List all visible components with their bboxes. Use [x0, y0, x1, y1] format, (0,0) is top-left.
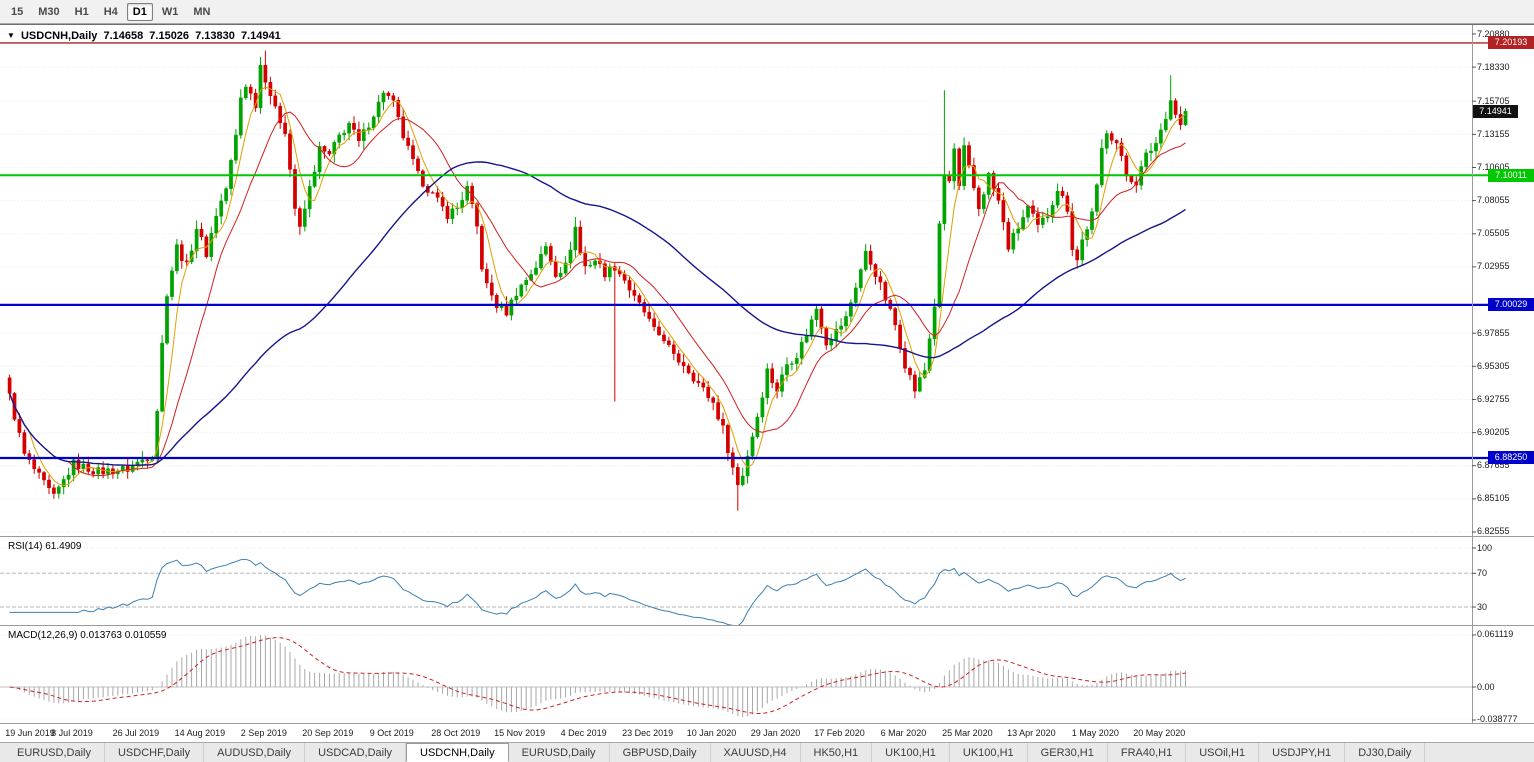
- chart-tab-bar: EURUSD,Daily USDCHF,Daily AUDUSD,Daily USDC…: [0, 742, 1534, 762]
- price-tick-6.90205: 6.90205: [1477, 427, 1510, 438]
- chart-tab-xauusd-h4-7[interactable]: XAUUSD,H4: [711, 743, 801, 762]
- timeframe-button-d1[interactable]: D1: [126, 2, 153, 21]
- timeframe-button-w1[interactable]: W1: [161, 5, 179, 18]
- chart-tab-gbpusd-daily-6[interactable]: GBPUSD,Daily: [610, 743, 711, 762]
- price-tick-6.92755: 6.92755: [1477, 393, 1510, 404]
- support-level-badge-green: 7.10011: [1488, 168, 1534, 182]
- price-tick-7.18330: 7.18330: [1477, 61, 1510, 72]
- date-label-14: 6 Mar 2020: [880, 728, 927, 738]
- chart-tab-usdcnh-daily-4[interactable]: USDCNH,Daily: [406, 743, 509, 762]
- date-label-17: 1 May 2020: [1071, 728, 1119, 738]
- chart-tab-hk50-h1-8[interactable]: HK50,H1: [801, 743, 873, 762]
- chart-tab-usdchf-daily-1[interactable]: USDCHF,Daily: [105, 743, 205, 762]
- date-label-9: 4 Dec 2019: [560, 728, 607, 738]
- chart-canvas[interactable]: [0, 25, 1534, 743]
- current-price-badge: 7.14941: [1473, 104, 1518, 118]
- price-tick-7.13155: 7.13155: [1477, 128, 1510, 139]
- timeframe-button-m30[interactable]: M30: [38, 5, 60, 18]
- price-tick-7.08055: 7.08055: [1477, 195, 1510, 206]
- date-label-15: 25 Mar 2020: [942, 728, 993, 738]
- timeframe-button-mn[interactable]: MN: [193, 5, 211, 18]
- level-badge-blue-lower: 6.88250: [1488, 451, 1534, 465]
- price-tick-6.97855: 6.97855: [1477, 327, 1510, 338]
- price-tick-7.05505: 7.05505: [1477, 228, 1510, 239]
- date-label-5: 20 Sep 2019: [302, 728, 354, 738]
- chart-tab-uk100-h1-10[interactable]: UK100,H1: [950, 743, 1028, 762]
- rsi-tick-30: 30: [1477, 601, 1488, 612]
- chart-tab-usdcad-daily-3[interactable]: USDCAD,Daily: [305, 743, 407, 762]
- macd-tick-0.061119: 0.061119: [1477, 629, 1514, 640]
- rsi-tick-100: 100: [1477, 542, 1493, 553]
- date-label-11: 10 Jan 2020: [686, 728, 737, 738]
- chart-tab-usoil-h1-13[interactable]: USOil,H1: [1186, 743, 1260, 762]
- resistance-level-badge: 7.20193: [1488, 36, 1534, 50]
- rsi-label: RSI(14) 61.4909: [8, 541, 82, 552]
- macd-tick-0.00: 0.00: [1477, 681, 1495, 692]
- time-axis[interactable]: 19 Jun 2019 8 Jul 2019 26 Jul 2019 14 Aug 2…: [0, 723, 1534, 743]
- price-tick-6.82555: 6.82555: [1477, 526, 1510, 537]
- chart-tab-ger30-h1-11[interactable]: GER30,H1: [1028, 743, 1108, 762]
- macd-label: MACD(12,26,9) 0.013763 0.010559: [8, 630, 167, 641]
- timeframe-button-15[interactable]: 15: [11, 5, 24, 18]
- price-tick-7.10605: 7.10605: [1477, 162, 1510, 172]
- date-label-8: 15 Nov 2019: [494, 728, 546, 738]
- date-label-10: 23 Dec 2019: [622, 728, 674, 738]
- date-label-7: 28 Oct 2019: [431, 728, 481, 738]
- ohlc-high: 7.15026: [149, 30, 190, 42]
- date-label-6: 9 Oct 2019: [369, 728, 414, 738]
- price-tick-6.85105: 6.85105: [1477, 493, 1510, 504]
- chart-tab-fra40-h1-12[interactable]: FRA40,H1: [1108, 743, 1187, 762]
- date-label-4: 2 Sep 2019: [240, 728, 287, 738]
- date-label-2: 26 Jul 2019: [112, 728, 160, 738]
- macd-tick--0.038777: -0.038777: [1477, 714, 1518, 725]
- date-label-13: 17 Feb 2020: [814, 728, 865, 738]
- timeframe-toolbar: 15 M30 H1 H4 D1 W1 MN: [0, 0, 1534, 24]
- date-label-16: 13 Apr 2020: [1007, 728, 1056, 738]
- chart-tab-eurusd-daily-0[interactable]: EURUSD,Daily: [4, 743, 105, 762]
- price-tick-6.87655: 6.87655: [1477, 460, 1510, 471]
- level-badge-blue-upper: 7.00029: [1488, 298, 1534, 312]
- date-label-1: 8 Jul 2019: [51, 728, 93, 738]
- price-tick-6.95305: 6.95305: [1477, 360, 1510, 371]
- chart-symbol: USDCNH,Daily: [20, 30, 98, 42]
- date-label-18: 20 May 2020: [1133, 728, 1186, 738]
- timeframe-button-h1[interactable]: H1: [74, 5, 89, 18]
- chart-tab-audusd-daily-2[interactable]: AUDUSD,Daily: [204, 743, 306, 762]
- rsi-tick-70: 70: [1477, 567, 1488, 578]
- ohlc-low: 7.13830: [195, 30, 235, 42]
- chart-tab-usdjpy-h1-14[interactable]: USDJPY,H1: [1259, 743, 1346, 762]
- date-label-12: 29 Jan 2020: [750, 728, 801, 738]
- chart-title: ▼ USDCNH,Daily 7.14658 7.15026 7.13830 7…: [7, 30, 284, 42]
- price-tick-7.15705: 7.15705: [1477, 95, 1510, 106]
- chart-tab-uk100-h1-9[interactable]: UK100,H1: [872, 743, 950, 762]
- timeframe-button-h4[interactable]: H4: [103, 5, 118, 18]
- date-label-0: 19 Jun 2019: [5, 728, 55, 738]
- chart-region: ▼ USDCNH,Daily 7.14658 7.15026 7.13830 7…: [0, 24, 1534, 742]
- ohlc-open: 7.14658: [103, 30, 144, 42]
- symbol-dropdown-icon[interactable]: ▼: [7, 31, 15, 40]
- price-tick-7.02955: 7.02955: [1477, 261, 1510, 272]
- ohlc-close: 7.14941: [240, 30, 281, 42]
- price-tick-7.20880: 7.20880: [1477, 28, 1510, 39]
- chart-tab-dj30-daily-15[interactable]: DJ30,Daily: [1345, 743, 1426, 762]
- chart-tab-eurusd-daily-5[interactable]: EURUSD,Daily: [509, 743, 610, 762]
- date-label-3: 14 Aug 2019: [174, 728, 226, 738]
- price-scale[interactable]: 7.20880 7.18330 7.15705 7.13155 7.10605 7.080…: [1472, 25, 1534, 725]
